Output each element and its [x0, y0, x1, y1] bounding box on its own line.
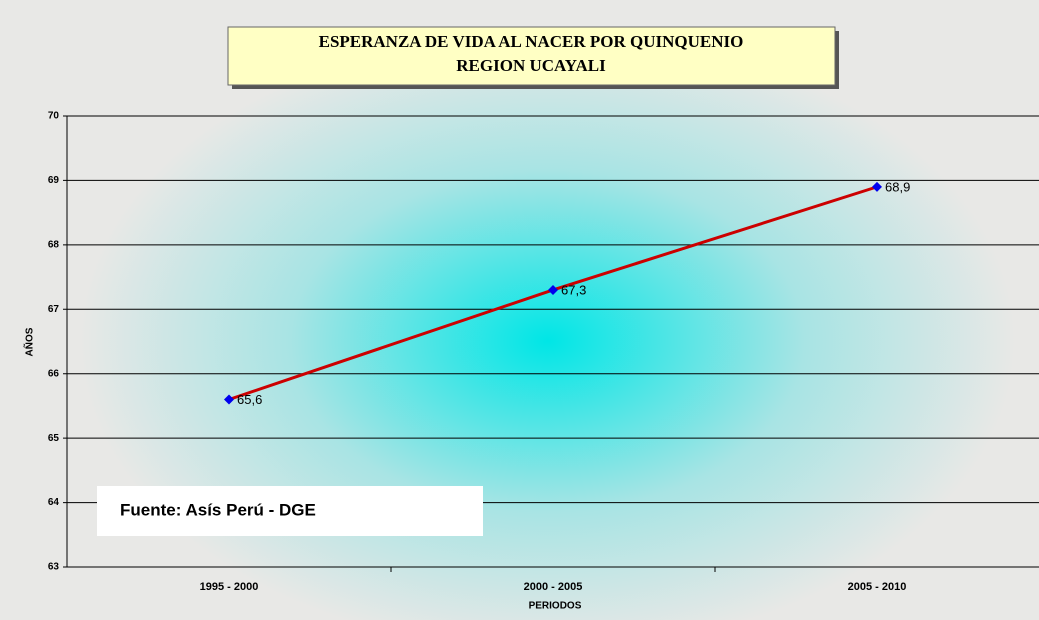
x-axis-label: PERIODOS — [529, 601, 582, 612]
data-label: 67,3 — [561, 282, 586, 297]
marker — [872, 181, 882, 192]
data-label: 68,9 — [885, 179, 910, 194]
title-box — [227, 26, 836, 86]
annotation-box — [97, 486, 483, 536]
x-tick-label: 2000 - 2005 — [524, 581, 583, 593]
data-label: 65,6 — [237, 392, 262, 407]
x-tick-label: 1995 - 2000 — [200, 581, 259, 593]
y-tick-label: 69 — [48, 175, 60, 186]
y-tick-label: 67 — [48, 304, 60, 315]
x-tick-label: 2005 - 2010 — [848, 581, 907, 593]
y-tick-label: 66 — [48, 368, 60, 379]
marker — [224, 394, 234, 405]
chart-title: ESPERANZA DE VIDA AL NACER POR QUINQUENI… — [319, 32, 744, 51]
y-tick-label: 68 — [48, 239, 60, 250]
y-tick-label: 63 — [48, 562, 60, 573]
y-tick-label: 70 — [48, 111, 60, 122]
y-axis-label: AÑOS — [23, 327, 36, 356]
marker — [548, 284, 558, 295]
y-tick-label: 65 — [48, 433, 60, 444]
y-tick-label: 64 — [48, 497, 60, 508]
annotation: Fuente: Asís Perú - DGE — [120, 500, 316, 519]
chart-subtitle: REGION UCAYALI — [456, 56, 606, 75]
